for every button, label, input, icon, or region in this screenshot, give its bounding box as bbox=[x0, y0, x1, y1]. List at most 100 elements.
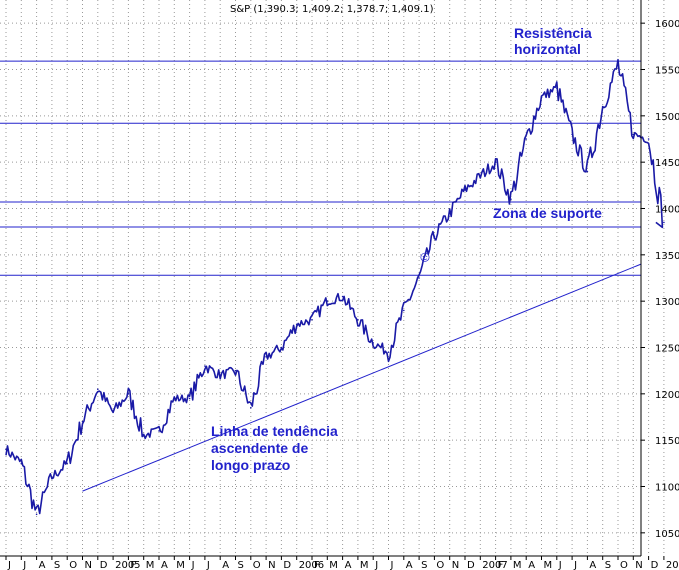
x-tick-label: A bbox=[528, 560, 535, 570]
x-tick-label: D bbox=[467, 560, 475, 570]
y-tick-label: 1600 bbox=[655, 19, 679, 30]
data-point bbox=[97, 388, 99, 391]
x-tick-label: N bbox=[452, 560, 459, 570]
x-tick-label: N bbox=[268, 560, 275, 570]
data-point bbox=[188, 397, 191, 400]
x-tick-label: M bbox=[544, 560, 553, 570]
x-tick-label: F bbox=[130, 560, 136, 570]
data-point bbox=[433, 235, 436, 238]
x-tick-label: A bbox=[39, 560, 46, 570]
x-tick-label: M bbox=[360, 560, 369, 570]
resistance-label-line1: Resistência bbox=[514, 25, 592, 41]
x-tick-label: M bbox=[176, 560, 185, 570]
smiley-marker: ☺ bbox=[417, 249, 432, 266]
data-point bbox=[601, 105, 604, 108]
x-tick-label: 2007 bbox=[482, 560, 507, 570]
x-tick-label: A bbox=[222, 560, 229, 570]
data-point bbox=[142, 434, 145, 437]
y-tick-label: 1400 bbox=[655, 205, 679, 216]
x-tick-label: 2006 bbox=[299, 560, 324, 570]
data-point bbox=[418, 277, 420, 279]
x-tick-label: S bbox=[238, 560, 244, 570]
x-tick-label: S bbox=[54, 560, 60, 570]
x-tick-label: O bbox=[620, 560, 628, 570]
data-point bbox=[265, 355, 267, 358]
grid-layer bbox=[0, 0, 665, 556]
data-point bbox=[632, 133, 635, 136]
x-tick-label: S bbox=[421, 560, 427, 570]
x-tick-label: J bbox=[374, 560, 378, 570]
support-zone-label: Zona de suporte bbox=[493, 205, 602, 221]
trend-line-layer bbox=[82, 263, 642, 492]
data-point bbox=[663, 221, 665, 224]
series-line bbox=[5, 58, 664, 515]
trendline-label-line3: longo prazo bbox=[211, 457, 290, 473]
y-tick-label: 1550 bbox=[655, 66, 679, 77]
trendline-label-line1: Linha de tendência bbox=[211, 423, 338, 439]
data-point bbox=[372, 342, 375, 344]
data-point bbox=[35, 513, 38, 516]
x-tick-label: D bbox=[651, 560, 659, 570]
data-point bbox=[556, 87, 558, 89]
y-tick-label: 1500 bbox=[655, 112, 679, 123]
series-layer bbox=[5, 58, 665, 516]
x-tick-label: O bbox=[253, 560, 261, 570]
x-tick-label: A bbox=[345, 560, 352, 570]
x-tick-label: J bbox=[7, 560, 11, 570]
data-point bbox=[387, 351, 390, 353]
data-point bbox=[250, 406, 252, 409]
data-point bbox=[204, 365, 206, 367]
horizontal-lines bbox=[0, 60, 641, 276]
data-point bbox=[127, 393, 130, 395]
data-point bbox=[525, 138, 527, 140]
x-tick-label: J bbox=[573, 560, 577, 570]
x-tick-label: M bbox=[513, 560, 522, 570]
x-tick-label: J bbox=[191, 560, 195, 570]
y-tick-label: 1350 bbox=[655, 251, 679, 262]
trend-line bbox=[82, 263, 642, 492]
x-tick-label: M bbox=[146, 560, 155, 570]
data-point bbox=[234, 369, 237, 372]
x-tick-label: J bbox=[390, 560, 394, 570]
data-point bbox=[81, 420, 84, 423]
x-tick-label: D bbox=[100, 560, 108, 570]
x-tick-label: S bbox=[605, 560, 611, 570]
data-point bbox=[311, 318, 313, 321]
data-point bbox=[341, 295, 344, 298]
y-tick-label: 1450 bbox=[655, 158, 679, 169]
x-tick-label: F bbox=[498, 560, 504, 570]
x-tick-label: O bbox=[436, 560, 444, 570]
data-point bbox=[219, 374, 221, 377]
x-tick-label: F bbox=[314, 560, 320, 570]
x-tick-label: A bbox=[589, 560, 596, 570]
data-point bbox=[510, 198, 512, 201]
data-point bbox=[403, 309, 405, 312]
data-point bbox=[326, 300, 329, 302]
resistance-label-line2: horizontal bbox=[514, 41, 581, 57]
y-tick-label: 1100 bbox=[655, 483, 679, 494]
x-tick-label: N bbox=[635, 560, 642, 570]
x-tick-label: M bbox=[329, 560, 338, 570]
x-tick-label: A bbox=[161, 560, 168, 570]
data-point bbox=[66, 462, 68, 465]
data-point bbox=[479, 175, 482, 177]
x-tick-label: J bbox=[558, 560, 562, 570]
chart-title: S&P (1,390.3; 1,409.2; 1,378.7; 1,409.1) bbox=[230, 4, 434, 15]
data-point bbox=[540, 96, 543, 99]
data-point bbox=[173, 397, 176, 400]
data-point bbox=[494, 161, 497, 163]
data-point bbox=[280, 346, 283, 349]
y-tick-label: 1050 bbox=[655, 529, 679, 540]
data-point bbox=[617, 64, 619, 66]
x-tick-label: A bbox=[406, 560, 413, 570]
y-tick-label: 1300 bbox=[655, 297, 679, 308]
data-point bbox=[20, 462, 23, 465]
x-tick-label: O bbox=[69, 560, 77, 570]
data-point bbox=[586, 170, 589, 173]
data-point bbox=[51, 476, 53, 479]
data-point bbox=[464, 189, 466, 191]
x-tick-label: J bbox=[206, 560, 210, 570]
